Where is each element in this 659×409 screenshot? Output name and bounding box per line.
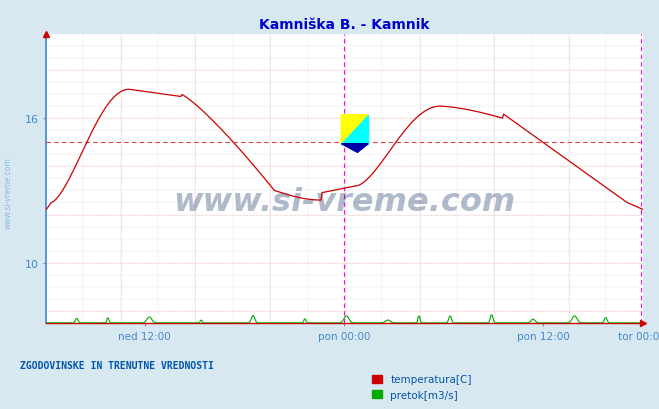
Legend: temperatura[C], pretok[m3/s]: temperatura[C], pretok[m3/s] [368,370,476,404]
Text: www.si-vreme.com: www.si-vreme.com [3,156,13,228]
Title: Kamniška B. - Kamnik: Kamniška B. - Kamnik [259,18,430,32]
Text: ZGODOVINSKE IN TRENUTNE VREDNOSTI: ZGODOVINSKE IN TRENUTNE VREDNOSTI [20,360,214,370]
Polygon shape [341,144,368,153]
Polygon shape [341,115,368,144]
Text: www.si-vreme.com: www.si-vreme.com [173,187,515,218]
Polygon shape [341,115,368,144]
